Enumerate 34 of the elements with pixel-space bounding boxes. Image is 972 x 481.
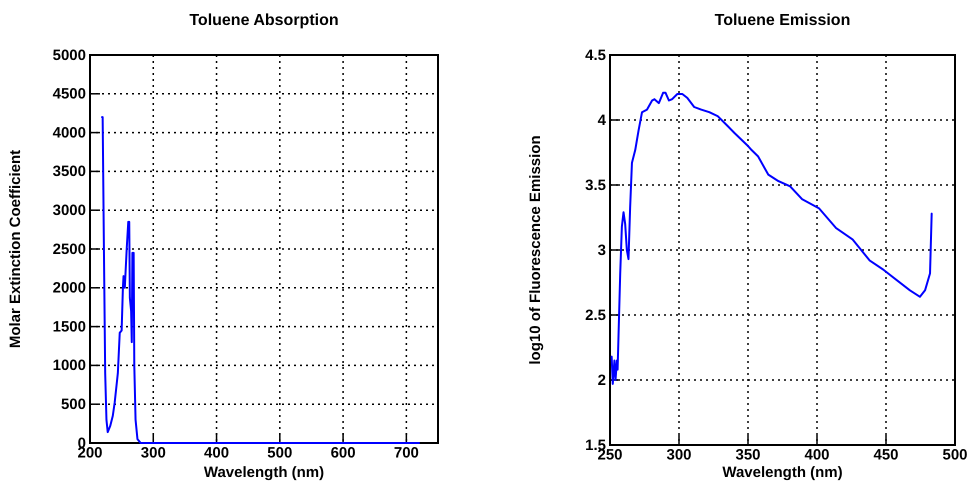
y-tick-label: 5000 [52, 46, 86, 64]
line-series [101, 116, 420, 444]
y-tick-label: 2000 [52, 280, 86, 297]
y-tick-label: 4500 [52, 86, 86, 103]
x-tick-label: 500 [267, 444, 292, 462]
y-tick-label: 4000 [52, 124, 86, 142]
x-tick-label: 400 [204, 444, 230, 462]
y-tick-label: 3 [598, 242, 606, 259]
y-tick-label: 4 [598, 112, 607, 129]
y-tick-label: 4.5 [585, 46, 606, 64]
x-tick-label: 350 [735, 446, 761, 464]
y-tick-label: 3.5 [585, 176, 606, 194]
y-tick-label: 2.5 [585, 306, 606, 324]
x-tick-label: 600 [330, 444, 356, 462]
chart-title: Toluene Absorption [189, 12, 339, 29]
x-tick-label: 300 [140, 444, 166, 462]
x-axis-title: Wavelength (nm) [204, 464, 324, 481]
y-axis-title: log10 of Fluorescence Emission [527, 135, 544, 365]
y-tick-label: 3000 [52, 202, 86, 219]
y-tick-label: 2500 [52, 240, 86, 258]
chart-title: Toluene Emission [714, 12, 850, 29]
x-axis-title: Wavelength (nm) [722, 464, 843, 481]
y-tick-label: 500 [60, 396, 86, 413]
y-tick-label: 1500 [52, 318, 86, 336]
x-tick-label: 700 [394, 444, 419, 462]
x-tick-label: 500 [942, 446, 968, 464]
y-axis-title: Molar Extinction Coefficient [7, 150, 24, 348]
y-tick-label: 2 [598, 372, 606, 389]
x-tick-label: 300 [666, 446, 692, 464]
x-tick-label: 450 [873, 446, 899, 464]
y-tick-label: 3500 [52, 163, 86, 180]
x-tick-label: 400 [804, 446, 830, 464]
y-tick-label: 1000 [52, 357, 86, 374]
line-series [610, 92, 933, 385]
